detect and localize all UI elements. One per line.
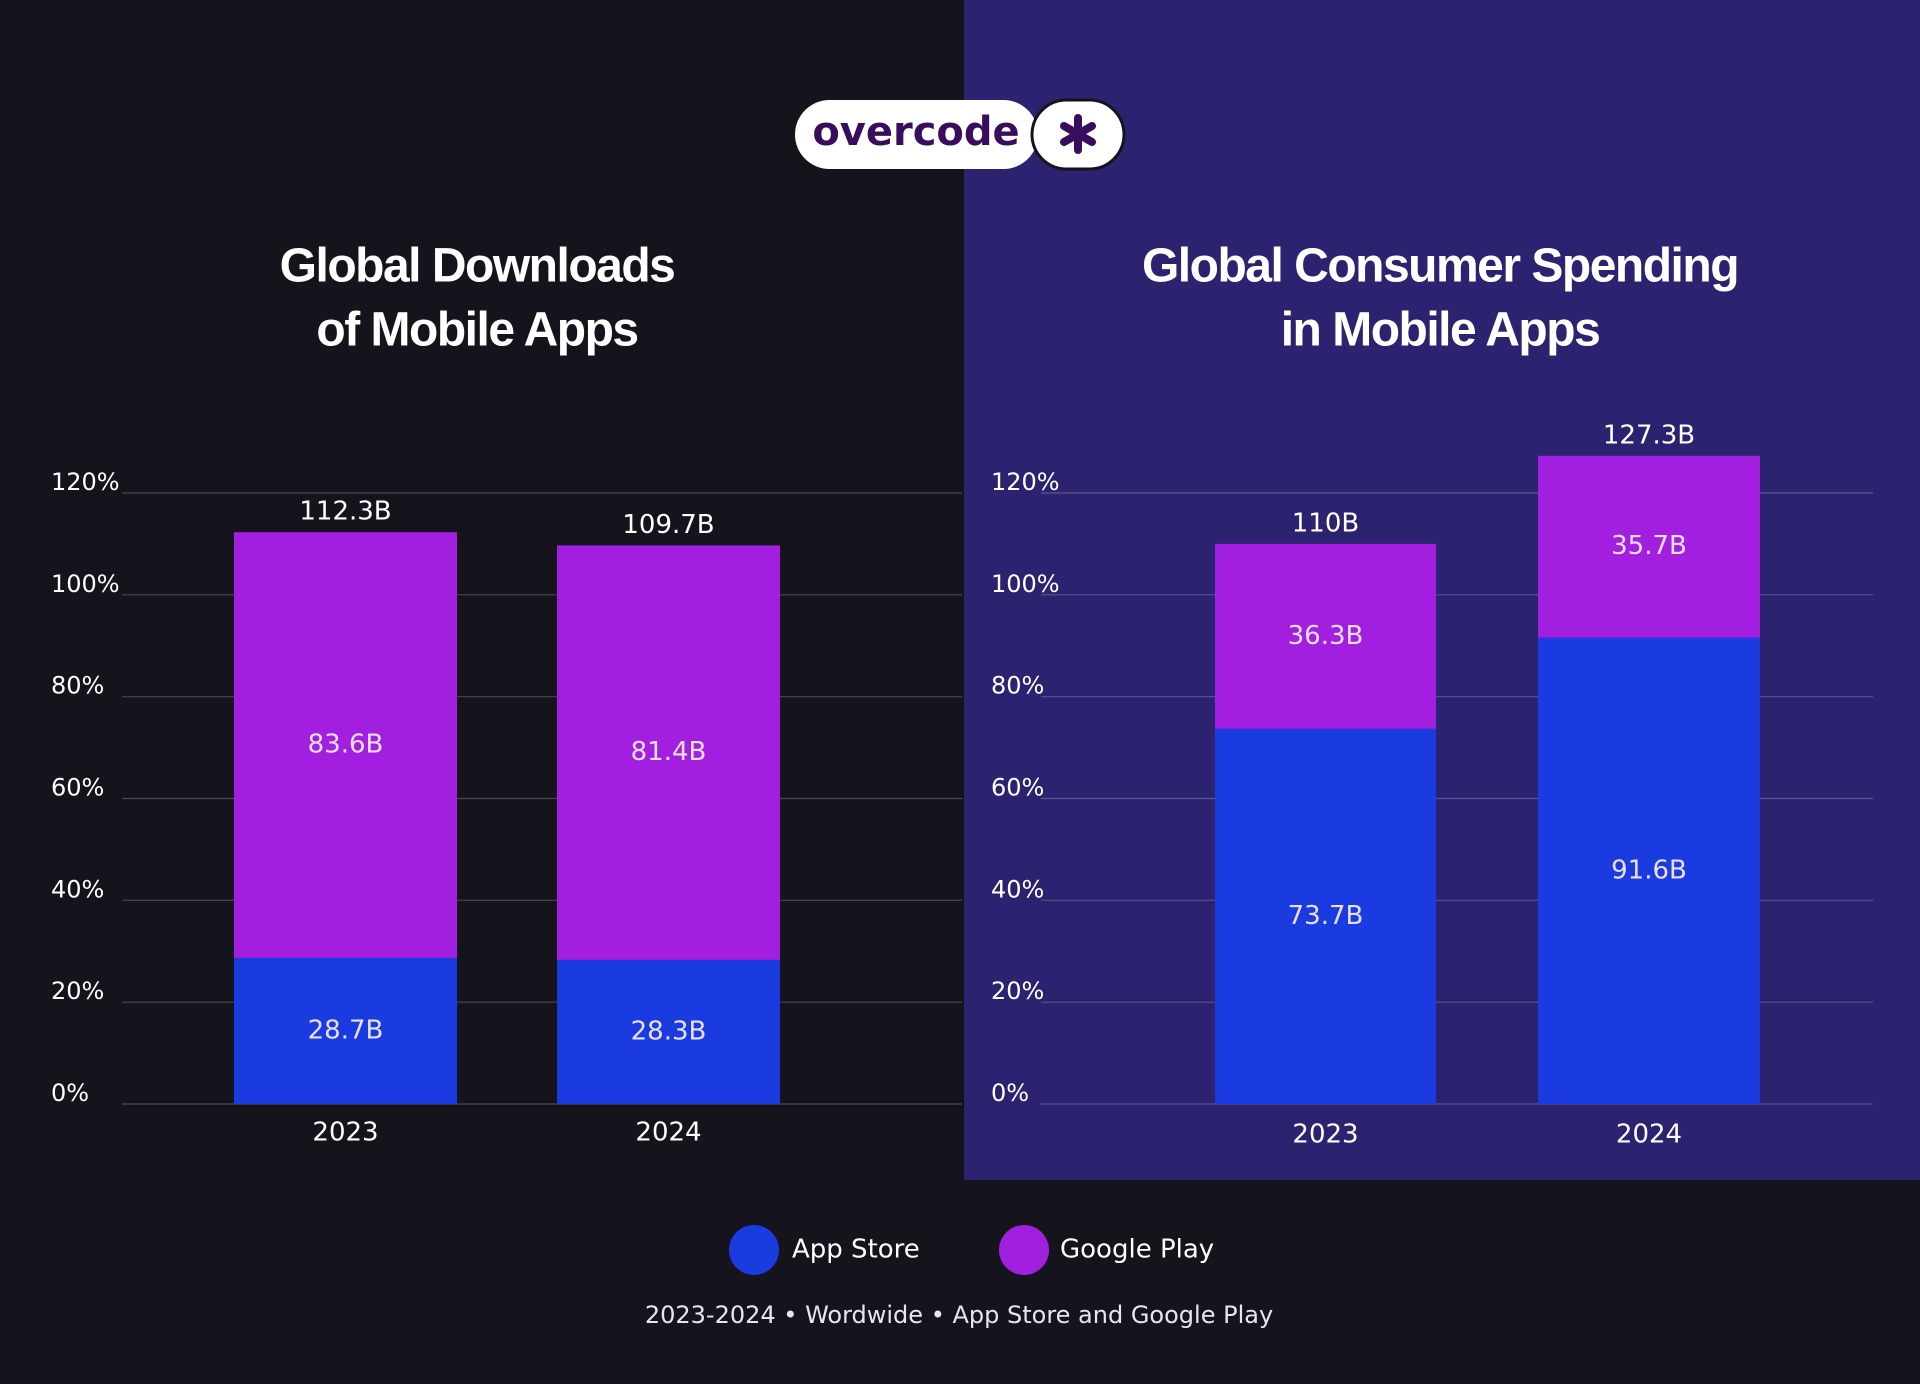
y-tick-label: 0% [991, 1079, 1029, 1107]
x-tick-label: 2023 [1292, 1120, 1358, 1150]
bar-segment [234, 532, 457, 958]
bar-segment [234, 957, 457, 1104]
total-label: 109.7B [622, 510, 714, 540]
y-tick-label: 60% [991, 774, 1044, 802]
bar-segment [1215, 543, 1436, 729]
legend-label: App Store [792, 1235, 920, 1265]
y-tick-label: 120% [51, 468, 120, 496]
bar-segment [1538, 455, 1760, 638]
chart-title: Global Consumer Spending [1142, 240, 1738, 293]
y-tick-label: 80% [991, 672, 1044, 700]
value-label: 35.7B [1611, 531, 1687, 561]
y-tick-label: 40% [51, 875, 104, 903]
logo-pill [795, 100, 1038, 169]
chart-title: Global Downloads [280, 240, 675, 293]
bar-segment [1538, 637, 1760, 1104]
value-label: 28.3B [631, 1016, 707, 1046]
right-panel [964, 0, 1920, 1180]
footer: 2023-2024 • Wordwide • App Store and Goo… [645, 1301, 1273, 1329]
y-tick-label: 100% [51, 570, 120, 598]
y-tick-label: 100% [991, 570, 1060, 598]
y-tick-label: 20% [991, 977, 1044, 1005]
value-label: 83.6B [308, 730, 384, 760]
value-label: 28.7B [308, 1015, 384, 1045]
x-tick-label: 2024 [635, 1118, 701, 1148]
chart-title: in Mobile Apps [1281, 304, 1600, 357]
value-label: 81.4B [631, 737, 707, 767]
total-label: 112.3B [299, 497, 391, 527]
x-tick-label: 2023 [312, 1118, 378, 1148]
legend-label: Google Play [1060, 1235, 1214, 1265]
legend-swatch [999, 1225, 1049, 1275]
y-tick-label: 60% [51, 774, 104, 802]
y-tick-label: 80% [51, 672, 104, 700]
bar-segment [557, 959, 780, 1104]
chart-title: of Mobile Apps [316, 304, 637, 357]
legend-swatch [729, 1225, 779, 1275]
y-tick-label: 120% [991, 468, 1060, 496]
logo-asterisk [1060, 114, 1096, 154]
total-label: 127.3B [1603, 420, 1695, 450]
logo-text: overcode [812, 109, 1019, 155]
y-tick-label: 20% [51, 977, 104, 1005]
value-label: 36.3B [1288, 621, 1364, 651]
bar-segment [1215, 728, 1436, 1104]
value-label: 73.7B [1288, 901, 1364, 931]
x-tick-label: 2024 [1616, 1120, 1682, 1150]
total-label: 110B [1292, 508, 1359, 538]
value-label: 91.6B [1611, 855, 1687, 885]
y-tick-label: 0% [51, 1079, 89, 1107]
bar-segment [557, 545, 780, 960]
y-tick-label: 40% [991, 875, 1044, 903]
